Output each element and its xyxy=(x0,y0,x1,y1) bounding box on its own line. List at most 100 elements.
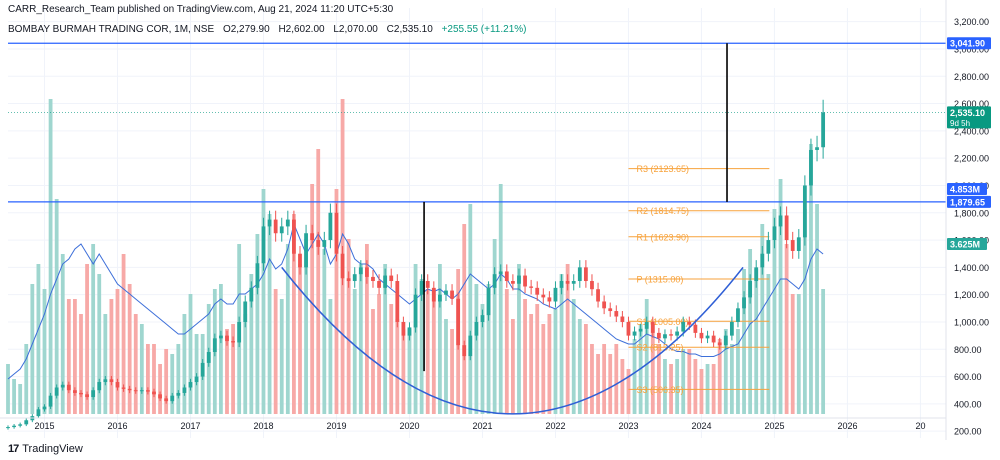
volume-bar xyxy=(541,324,546,414)
candle xyxy=(748,281,753,298)
volume-bar xyxy=(389,304,394,414)
y-axis-tick-label: 800.00 xyxy=(954,345,982,355)
pivot-levels: R3 (2123.65) R2 (1814.75) R1 (1623.90) P (1… xyxy=(628,164,770,395)
candle xyxy=(796,237,801,251)
candle xyxy=(583,267,588,282)
volume-bar xyxy=(632,339,637,414)
y-axis[interactable]: 200.00 400.00 600.00 800.00 1,000.00 1,200.00… xyxy=(945,0,991,440)
candle xyxy=(462,345,467,357)
volume-bar xyxy=(346,239,351,414)
candle xyxy=(486,287,491,316)
change-value: +255.55 (+11.21%) xyxy=(441,24,527,35)
candle xyxy=(644,321,649,329)
candle xyxy=(772,226,777,241)
y-axis-tick-label: 2,800.00 xyxy=(954,72,989,82)
volume-bar xyxy=(139,324,144,414)
volume-bar xyxy=(553,309,558,414)
volume-bar xyxy=(523,299,527,414)
volume-bar xyxy=(285,244,290,414)
candle xyxy=(675,331,680,336)
volume-bar xyxy=(292,214,296,414)
volume-tag-bg xyxy=(947,183,987,195)
volume-bar xyxy=(663,359,667,414)
last-price-tag: 2,535.10 xyxy=(950,108,985,118)
volume-bar xyxy=(656,344,661,414)
volume-bar xyxy=(504,289,509,414)
candle xyxy=(620,316,625,322)
volume-bar xyxy=(626,369,631,414)
candle xyxy=(73,390,77,393)
candle xyxy=(340,253,345,279)
volume-bar xyxy=(91,244,96,414)
candle xyxy=(139,390,144,392)
x-axis[interactable]: 2015 2016 2017 2018 2019 2020 2021 2022 2023 2024… xyxy=(0,417,946,431)
y-axis-tick-label: 3,000.00 xyxy=(954,44,989,54)
tradingview-logo[interactable]: 17 TradingView xyxy=(8,443,83,455)
volume-bar xyxy=(152,344,156,414)
volume-bar xyxy=(462,224,467,414)
candle xyxy=(468,335,473,357)
candle xyxy=(547,297,552,302)
volume-bar xyxy=(48,99,53,414)
x-axis-tick-label: 2022 xyxy=(545,421,565,431)
volume-bar xyxy=(316,149,321,414)
x-axis-tick-label: 2019 xyxy=(326,421,346,431)
pivot-label-r3: R3 (2123.65) xyxy=(636,164,689,174)
volume-bar xyxy=(146,344,150,414)
volume-bar xyxy=(517,264,521,414)
drawings xyxy=(281,43,744,415)
volume-bar xyxy=(815,204,819,414)
volume-bar xyxy=(334,189,339,414)
volume-bar xyxy=(559,274,564,414)
candle xyxy=(498,271,503,275)
y-axis-tick-label: 1,800.00 xyxy=(954,208,989,218)
candle xyxy=(121,387,126,389)
volume-bar xyxy=(583,324,588,414)
candle xyxy=(419,281,424,295)
candle xyxy=(553,287,558,302)
tradingview-icon: 17 xyxy=(8,443,19,455)
candle xyxy=(559,281,564,288)
candle xyxy=(316,240,321,247)
candle xyxy=(255,263,260,288)
volume-bar xyxy=(821,289,826,414)
candle xyxy=(431,287,436,302)
candle xyxy=(541,294,546,298)
candle xyxy=(146,390,150,392)
low-value: L2,070.00 xyxy=(333,24,378,35)
candle xyxy=(219,335,223,339)
volume-bar xyxy=(480,304,485,414)
volume-bar xyxy=(571,299,576,414)
candle xyxy=(225,335,229,342)
volume-bar xyxy=(42,289,47,414)
volume-bar xyxy=(164,349,169,414)
candle xyxy=(346,278,351,282)
candle xyxy=(310,233,315,241)
candle xyxy=(273,219,278,234)
y-axis-tick-label: 1,000.00 xyxy=(954,317,989,327)
candle xyxy=(717,342,722,346)
candle xyxy=(510,281,515,284)
volume-bar xyxy=(748,249,753,414)
candle xyxy=(85,394,89,398)
volume-bar xyxy=(535,304,540,414)
candle xyxy=(577,267,582,282)
candle xyxy=(729,321,734,336)
candle xyxy=(127,388,132,391)
candle xyxy=(188,382,193,388)
candle xyxy=(760,253,765,268)
candle xyxy=(249,287,254,302)
volume-bar xyxy=(18,384,23,414)
volume-bar xyxy=(602,344,607,414)
volume-bar xyxy=(419,279,424,414)
y-axis-tick-label: 400.00 xyxy=(954,399,982,409)
candle xyxy=(626,321,631,336)
candle xyxy=(6,427,10,429)
volume-bar xyxy=(486,284,491,414)
volume-bar xyxy=(784,244,789,414)
symbol-name[interactable]: BOMBAY BURMAH TRADING COR, 1M, NSE xyxy=(8,24,215,35)
candle xyxy=(285,219,290,227)
volume-bar xyxy=(675,359,680,414)
candle xyxy=(517,275,521,284)
